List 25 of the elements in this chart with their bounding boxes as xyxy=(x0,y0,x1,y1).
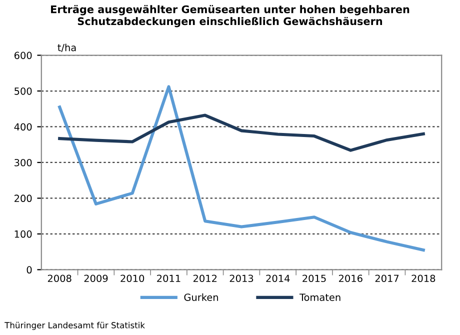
x-tick-label: 2011 xyxy=(157,274,180,282)
y-tick-label: 0 xyxy=(26,266,32,274)
x-tick-label: 2012 xyxy=(193,274,217,282)
line-series xyxy=(58,85,425,252)
x-tick-label: 2017 xyxy=(375,274,399,282)
x-tick-label: 2015 xyxy=(302,274,326,282)
y-tick-label: 100 xyxy=(14,230,32,238)
y-tick-label: 400 xyxy=(14,123,32,131)
x-tick-label: 2016 xyxy=(338,274,362,282)
x-tick-label: 2018 xyxy=(412,274,436,282)
x-tick-label: 2014 xyxy=(266,274,290,282)
line-series xyxy=(58,114,425,152)
legend-label: Tomaten xyxy=(299,294,340,301)
y-axis-title: t/ha xyxy=(58,44,76,52)
x-tick-label: 2008 xyxy=(48,274,72,282)
x-tick-label: 2010 xyxy=(120,274,144,282)
y-tick-label: 600 xyxy=(14,52,32,60)
y-tick-label: 300 xyxy=(14,158,32,166)
chart-title: Erträge ausgewählter Gemüsearten unter hohen begehbaren Schutzabdeckungen einschließlich Gewächshäusern xyxy=(51,5,410,28)
x-tick-label: 2013 xyxy=(230,274,254,282)
legend-label: Gurken xyxy=(184,293,218,301)
x-tick-label: 2009 xyxy=(84,274,108,282)
text: Thüringer Landesamt für Statistik xyxy=(4,322,145,330)
y-tick-label: 200 xyxy=(14,194,32,202)
y-tick-label: 500 xyxy=(14,87,32,95)
